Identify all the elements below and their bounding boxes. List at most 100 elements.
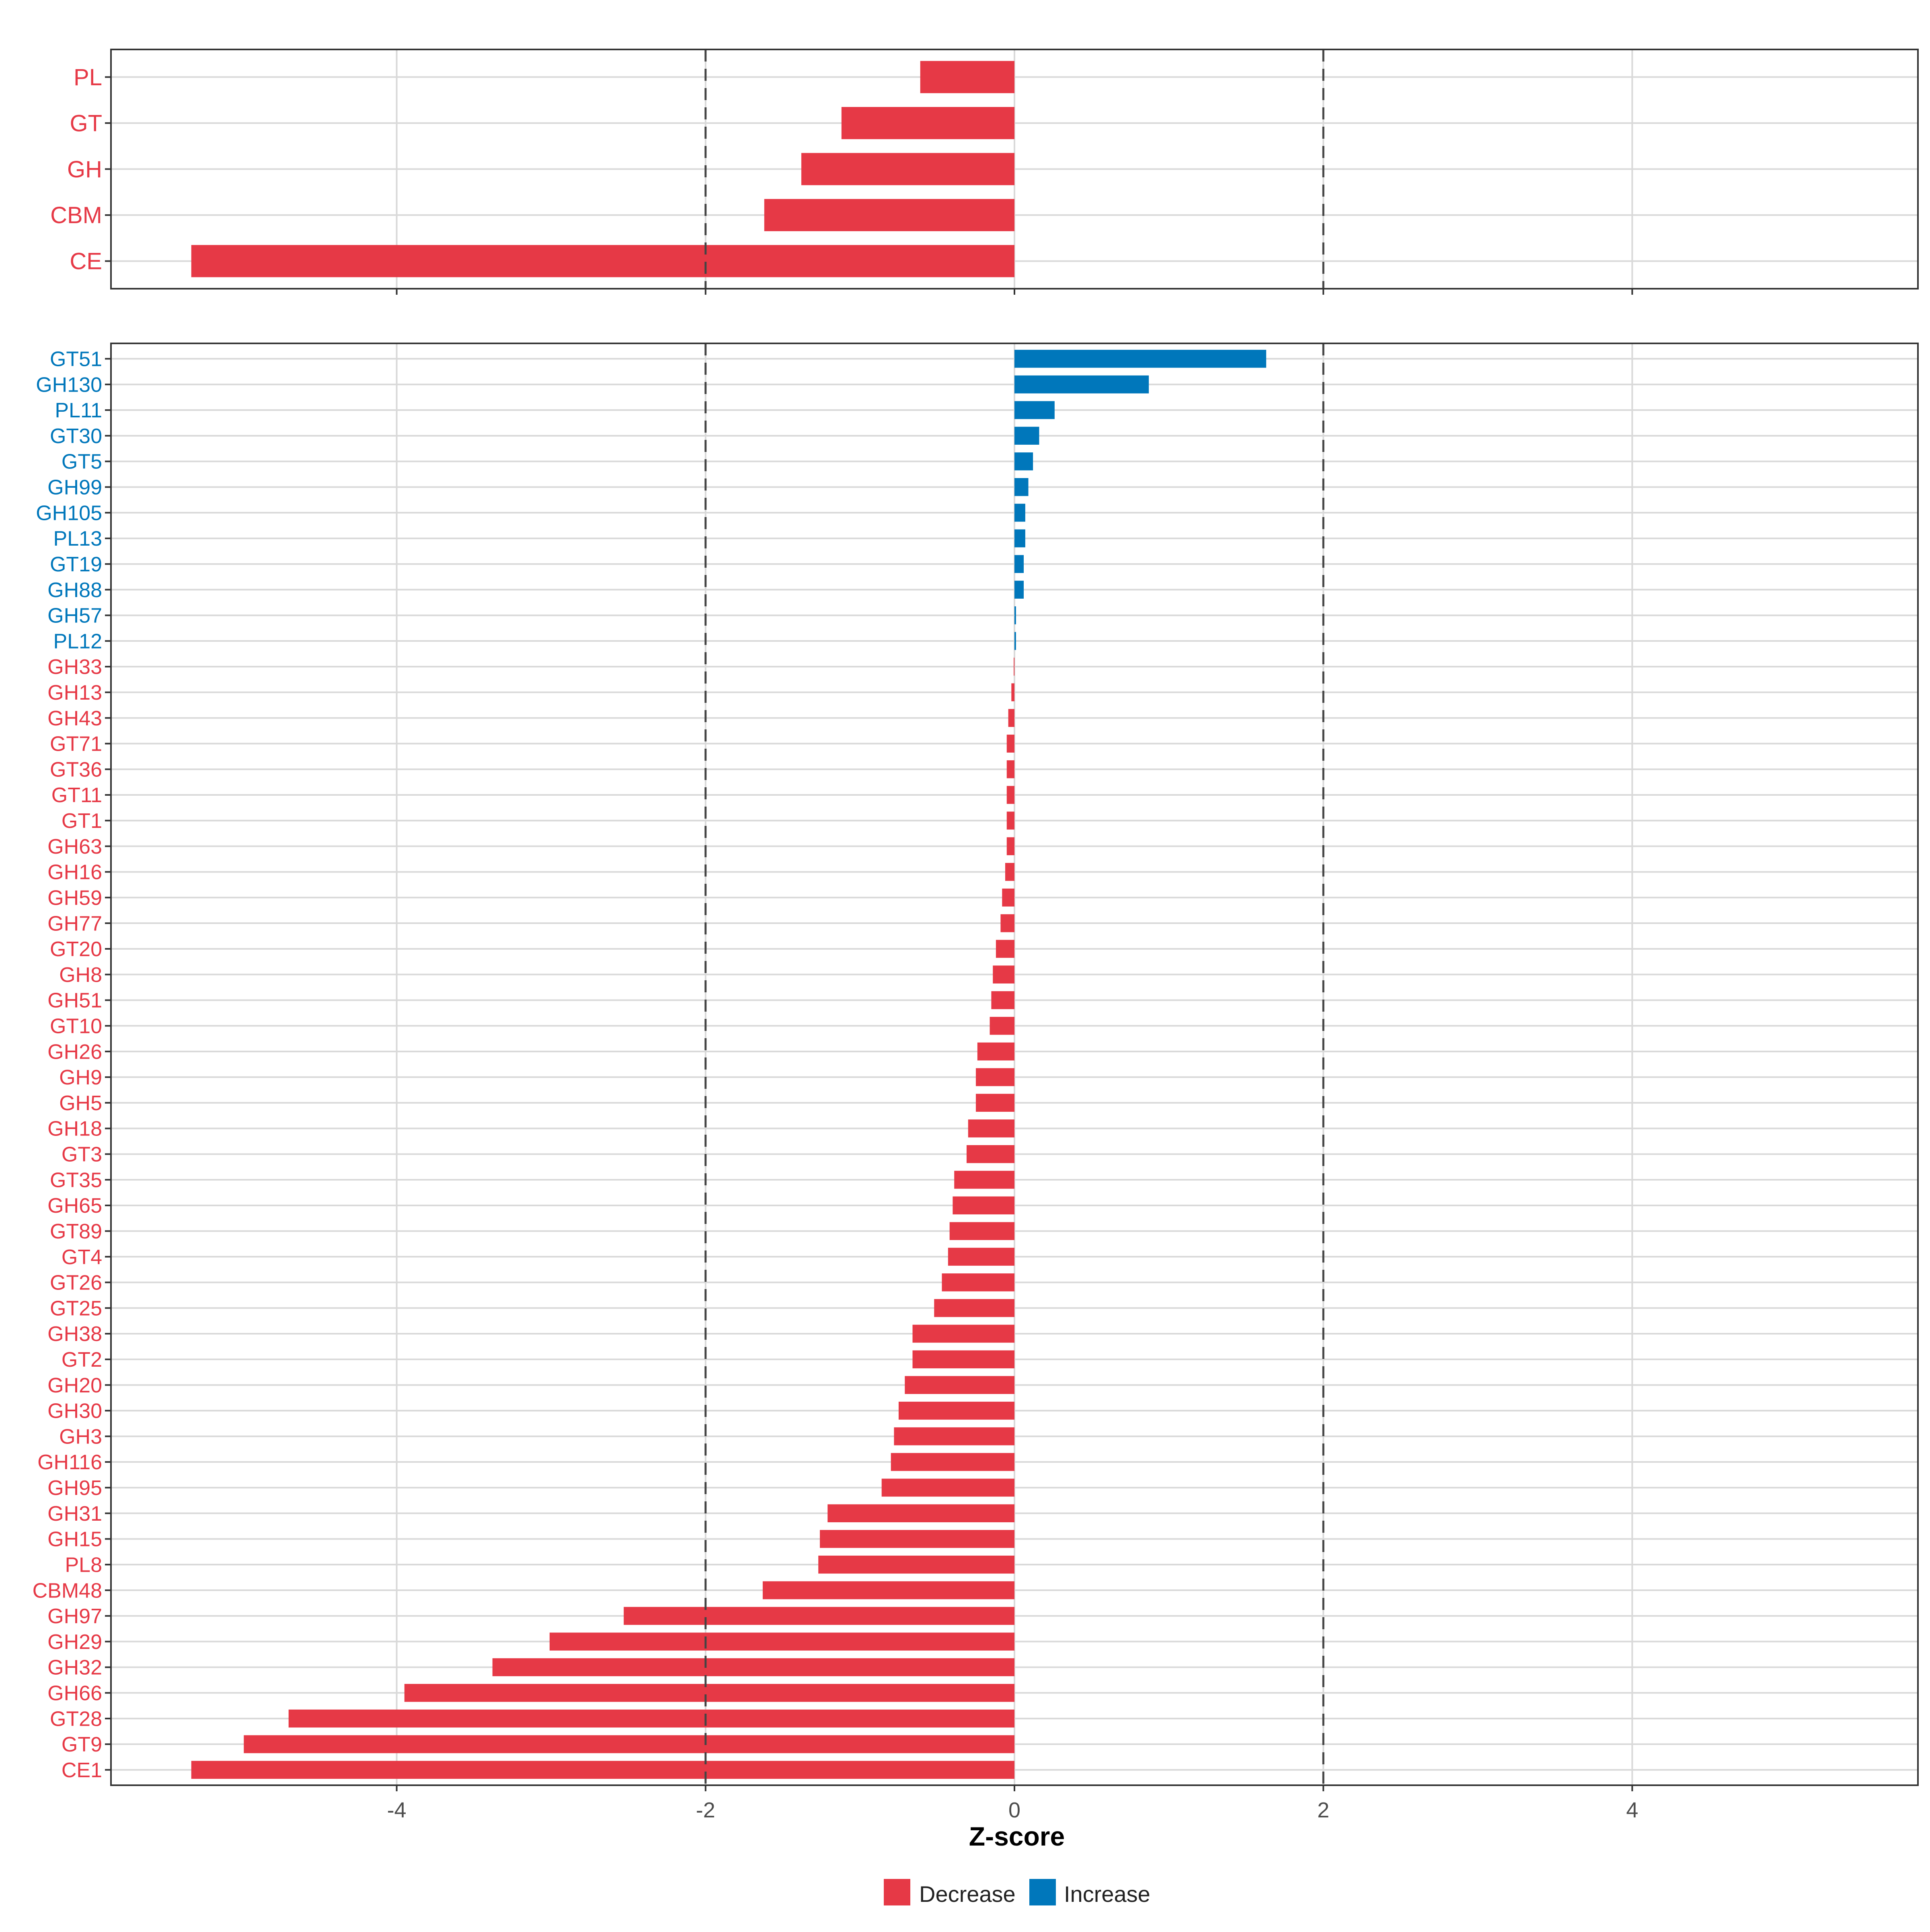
bottom-bar-GH51 [991,991,1014,1009]
bottom-bar-GT51 [1014,349,1267,368]
bottom-ylabel-GH43: GH43 [47,707,102,730]
top-bar-GT [841,107,1014,140]
bottom-ylabel-GT89: GT89 [50,1220,102,1243]
bottom-bar-GT25 [934,1299,1014,1317]
bottom-bar-GT9 [244,1735,1015,1753]
bottom-bar-GT1 [1006,811,1014,830]
bottom-bar-GT3 [966,1145,1014,1163]
bottom-bar-GT4 [948,1248,1014,1266]
bottom-ylabel-PL12: PL12 [53,630,102,653]
bottom-bar-GH29 [549,1632,1014,1651]
bottom-bar-GH20 [905,1376,1014,1394]
x-axis-title: Z-score [969,1821,1065,1851]
bottom-ylabel-GH13: GH13 [47,681,102,704]
bottom-bar-GT2 [912,1350,1014,1369]
bottom-ylabel-GH29: GH29 [47,1630,102,1654]
bottom-ylabel-GH77: GH77 [47,912,102,935]
bottom-ylabel-GH8: GH8 [59,963,102,987]
bottom-ylabel-GH32: GH32 [47,1656,102,1679]
bottom-ylabel-GH9: GH9 [59,1066,102,1089]
bottom-ylabel-GH5: GH5 [59,1092,102,1115]
top-bar-CE [191,245,1014,277]
bottom-ylabel-CBM48: CBM48 [33,1579,102,1602]
bottom-ylabel-GH65: GH65 [47,1194,102,1218]
bottom-ylabel-GT26: GT26 [50,1271,102,1295]
bottom-bar-GH8 [993,965,1014,984]
bottom-ylabel-PL13: PL13 [53,527,102,550]
top-ylabel-CBM: CBM [50,202,102,228]
bottom-bar-GT5 [1014,452,1033,470]
bottom-ylabel-GH38: GH38 [47,1322,102,1346]
bottom-ylabel-GH31: GH31 [47,1502,102,1525]
bottom-ylabel-GH20: GH20 [47,1374,102,1397]
bottom-bar-GH38 [912,1324,1014,1343]
bottom-ylabel-GT51: GT51 [50,347,102,371]
bottom-bar-GT35 [954,1170,1014,1189]
bottom-ylabel-GH57: GH57 [47,604,102,628]
bottom-ylabel-GH66: GH66 [47,1682,102,1705]
bottom-bar-GH43 [1008,709,1014,727]
bottom-ylabel-GT4: GT4 [62,1246,102,1269]
bottom-bar-PL12 [1014,632,1016,650]
bottom-bar-GH77 [1000,914,1014,932]
bottom-ylabel-GH26: GH26 [47,1040,102,1064]
bottom-bar-PL8 [818,1555,1014,1574]
bottom-ylabel-GT20: GT20 [50,938,102,961]
x-tick-label-0: -4 [387,1798,407,1822]
bottom-bar-GH99 [1014,478,1029,496]
bottom-bar-GH32 [492,1658,1014,1676]
bottom-bar-GT28 [288,1709,1014,1728]
top-bar-GH [801,153,1014,185]
bottom-ylabel-GT30: GT30 [50,425,102,448]
bottom-ylabel-GH105: GH105 [36,501,102,525]
bottom-ylabel-GH130: GH130 [36,373,102,396]
bottom-bar-GT11 [1006,786,1014,804]
bottom-ylabel-GT28: GT28 [50,1707,102,1731]
bottom-bar-GT89 [949,1222,1014,1240]
bottom-ylabel-GT10: GT10 [50,1014,102,1038]
bottom-bar-PL13 [1014,529,1025,548]
bottom-bar-GH65 [953,1196,1014,1215]
legend-label-increase: Increase [1064,1881,1150,1907]
bottom-ylabel-GH95: GH95 [47,1476,102,1500]
bottom-ylabel-GH15: GH15 [47,1528,102,1551]
bottom-ylabel-GH18: GH18 [47,1117,102,1141]
top-ylabel-GH: GH [67,156,102,183]
x-tick-label-3: 2 [1317,1798,1329,1822]
bottom-bar-GH88 [1014,581,1024,599]
bottom-bar-GT30 [1014,427,1039,445]
bottom-bar-GH31 [827,1504,1014,1522]
bottom-bar-PL11 [1014,401,1055,419]
bottom-bar-GH15 [820,1530,1014,1548]
bottom-bar-GH130 [1014,375,1149,394]
bottom-ylabel-GT71: GT71 [50,733,102,756]
bottom-ylabel-GH116: GH116 [37,1451,102,1474]
top-ylabel-CE: CE [70,248,102,275]
bottom-ylabel-GT35: GT35 [50,1168,102,1192]
legend-label-decrease: Decrease [919,1881,1016,1907]
bottom-ylabel-GT2: GT2 [62,1348,102,1371]
legend-swatch-increase [1029,1879,1056,1905]
top-bar-PL [920,61,1014,93]
bottom-ylabel-CE1: CE1 [62,1759,102,1782]
bottom-ylabel-GT3: GT3 [62,1143,102,1166]
legend-swatch-decrease [884,1879,910,1905]
bottom-ylabel-GH59: GH59 [47,886,102,910]
x-axis: -4 -2 0 2 4 [387,1798,1638,1822]
bottom-ylabel-GT5: GT5 [62,450,102,474]
bottom-bar-GH57 [1014,606,1016,624]
bottom-ylabel-GT11: GT11 [51,784,102,807]
bottom-bar-GH9 [975,1068,1014,1086]
top-ylabel-GT: GT [70,110,102,136]
bottom-bar-GH16 [1005,863,1014,881]
bottom-ylabel-GT36: GT36 [50,758,102,781]
bottom-ylabel-GH88: GH88 [47,579,102,602]
bottom-bar-GH26 [977,1042,1014,1061]
bottom-ylabel-PL11: PL11 [55,399,102,422]
bottom-ylabel-GT9: GT9 [62,1733,102,1756]
bottom-bar-GT26 [942,1273,1014,1291]
bottom-bar-GH66 [404,1684,1014,1702]
bottom-ylabel-GT19: GT19 [50,553,102,576]
x-tick-label-1: -2 [696,1798,715,1822]
bottom-ylabel-GH97: GH97 [47,1605,102,1628]
